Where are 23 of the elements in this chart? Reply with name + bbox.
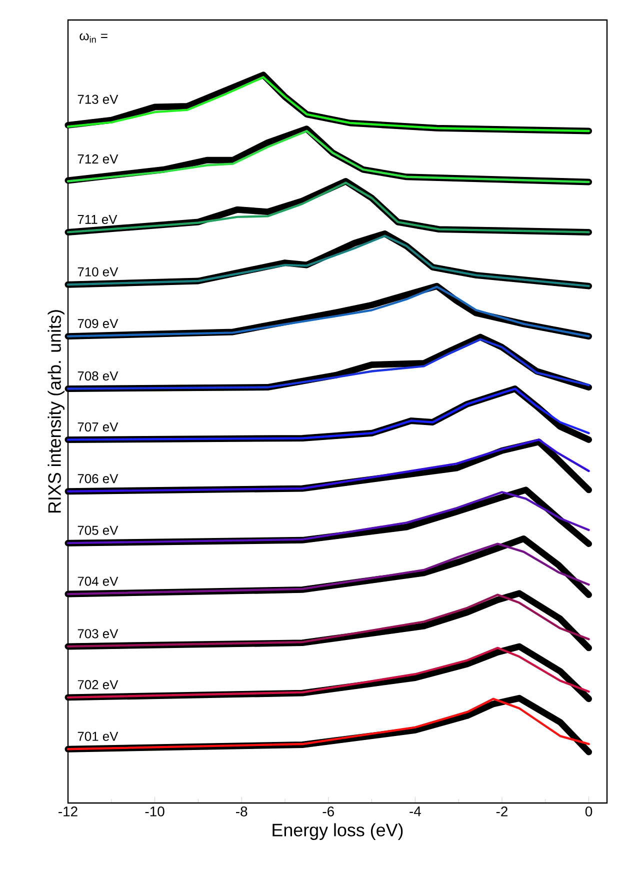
series-label: 710 eV [78, 267, 118, 276]
x-tick-label: -8 [236, 806, 248, 816]
series-label: 712 eV [78, 154, 118, 164]
x-tick-label: 0 [585, 806, 592, 816]
series-label: 701 eV [78, 732, 118, 741]
series-label: 702 eV [78, 680, 118, 690]
series-label: 709 eV [78, 318, 118, 328]
x-axis-title: Energy loss (eV) [272, 823, 403, 840]
series-label: 707 eV [78, 422, 118, 432]
series-label: 711 eV [78, 214, 118, 224]
series-label: 713 eV [78, 94, 118, 104]
x-tick-label: -12 [58, 806, 78, 816]
x-tick-label: -10 [145, 806, 164, 816]
series-label: 704 eV [78, 576, 118, 586]
y-axis-title: RIXS intensity (arb. units) [48, 310, 64, 513]
series-label: 703 eV [78, 629, 118, 638]
series-label: 708 eV [78, 371, 118, 381]
x-tick-label: -6 [322, 806, 334, 816]
series-label: 705 eV [78, 526, 118, 535]
x-tick-label: -2 [496, 806, 508, 816]
x-tick-label: -4 [410, 806, 421, 816]
series-label: 706 eV [78, 474, 118, 484]
text: ω$_{in}$ = [80, 33, 108, 43]
